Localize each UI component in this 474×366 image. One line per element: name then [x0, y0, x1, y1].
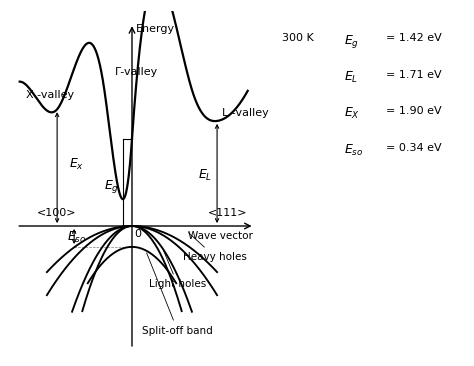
Text: $E_L$: $E_L$ [198, 168, 212, 183]
Text: Energy: Energy [136, 25, 175, 34]
Text: $E_{so}$: $E_{so}$ [67, 229, 86, 244]
Text: $E_x$: $E_x$ [69, 157, 84, 172]
Text: 300 K: 300 K [282, 33, 314, 43]
Text: L -valley: L -valley [222, 108, 269, 118]
Text: $E_X$: $E_X$ [344, 106, 360, 121]
Text: = 1.71 eV: = 1.71 eV [386, 70, 442, 79]
Text: $E_g$: $E_g$ [344, 33, 359, 50]
Text: Light holes: Light holes [149, 251, 206, 290]
Text: = 1.90 eV: = 1.90 eV [386, 106, 442, 116]
Text: 0: 0 [135, 229, 142, 239]
Text: $E_L$: $E_L$ [344, 70, 358, 85]
Text: Wave vector: Wave vector [188, 231, 253, 241]
Text: = 1.42 eV: = 1.42 eV [386, 33, 442, 43]
Text: X -valley: X -valley [27, 90, 74, 100]
Text: = 0.34 eV: = 0.34 eV [386, 143, 442, 153]
Text: $E_g$: $E_g$ [104, 178, 119, 195]
Text: Γ-valley: Γ-valley [115, 67, 158, 77]
Text: Split-off band: Split-off band [142, 253, 213, 336]
Text: Heavy holes: Heavy holes [183, 233, 247, 262]
Text: <100>: <100> [37, 208, 77, 218]
Text: $E_{so}$: $E_{so}$ [344, 143, 363, 158]
Text: <111>: <111> [208, 208, 247, 218]
